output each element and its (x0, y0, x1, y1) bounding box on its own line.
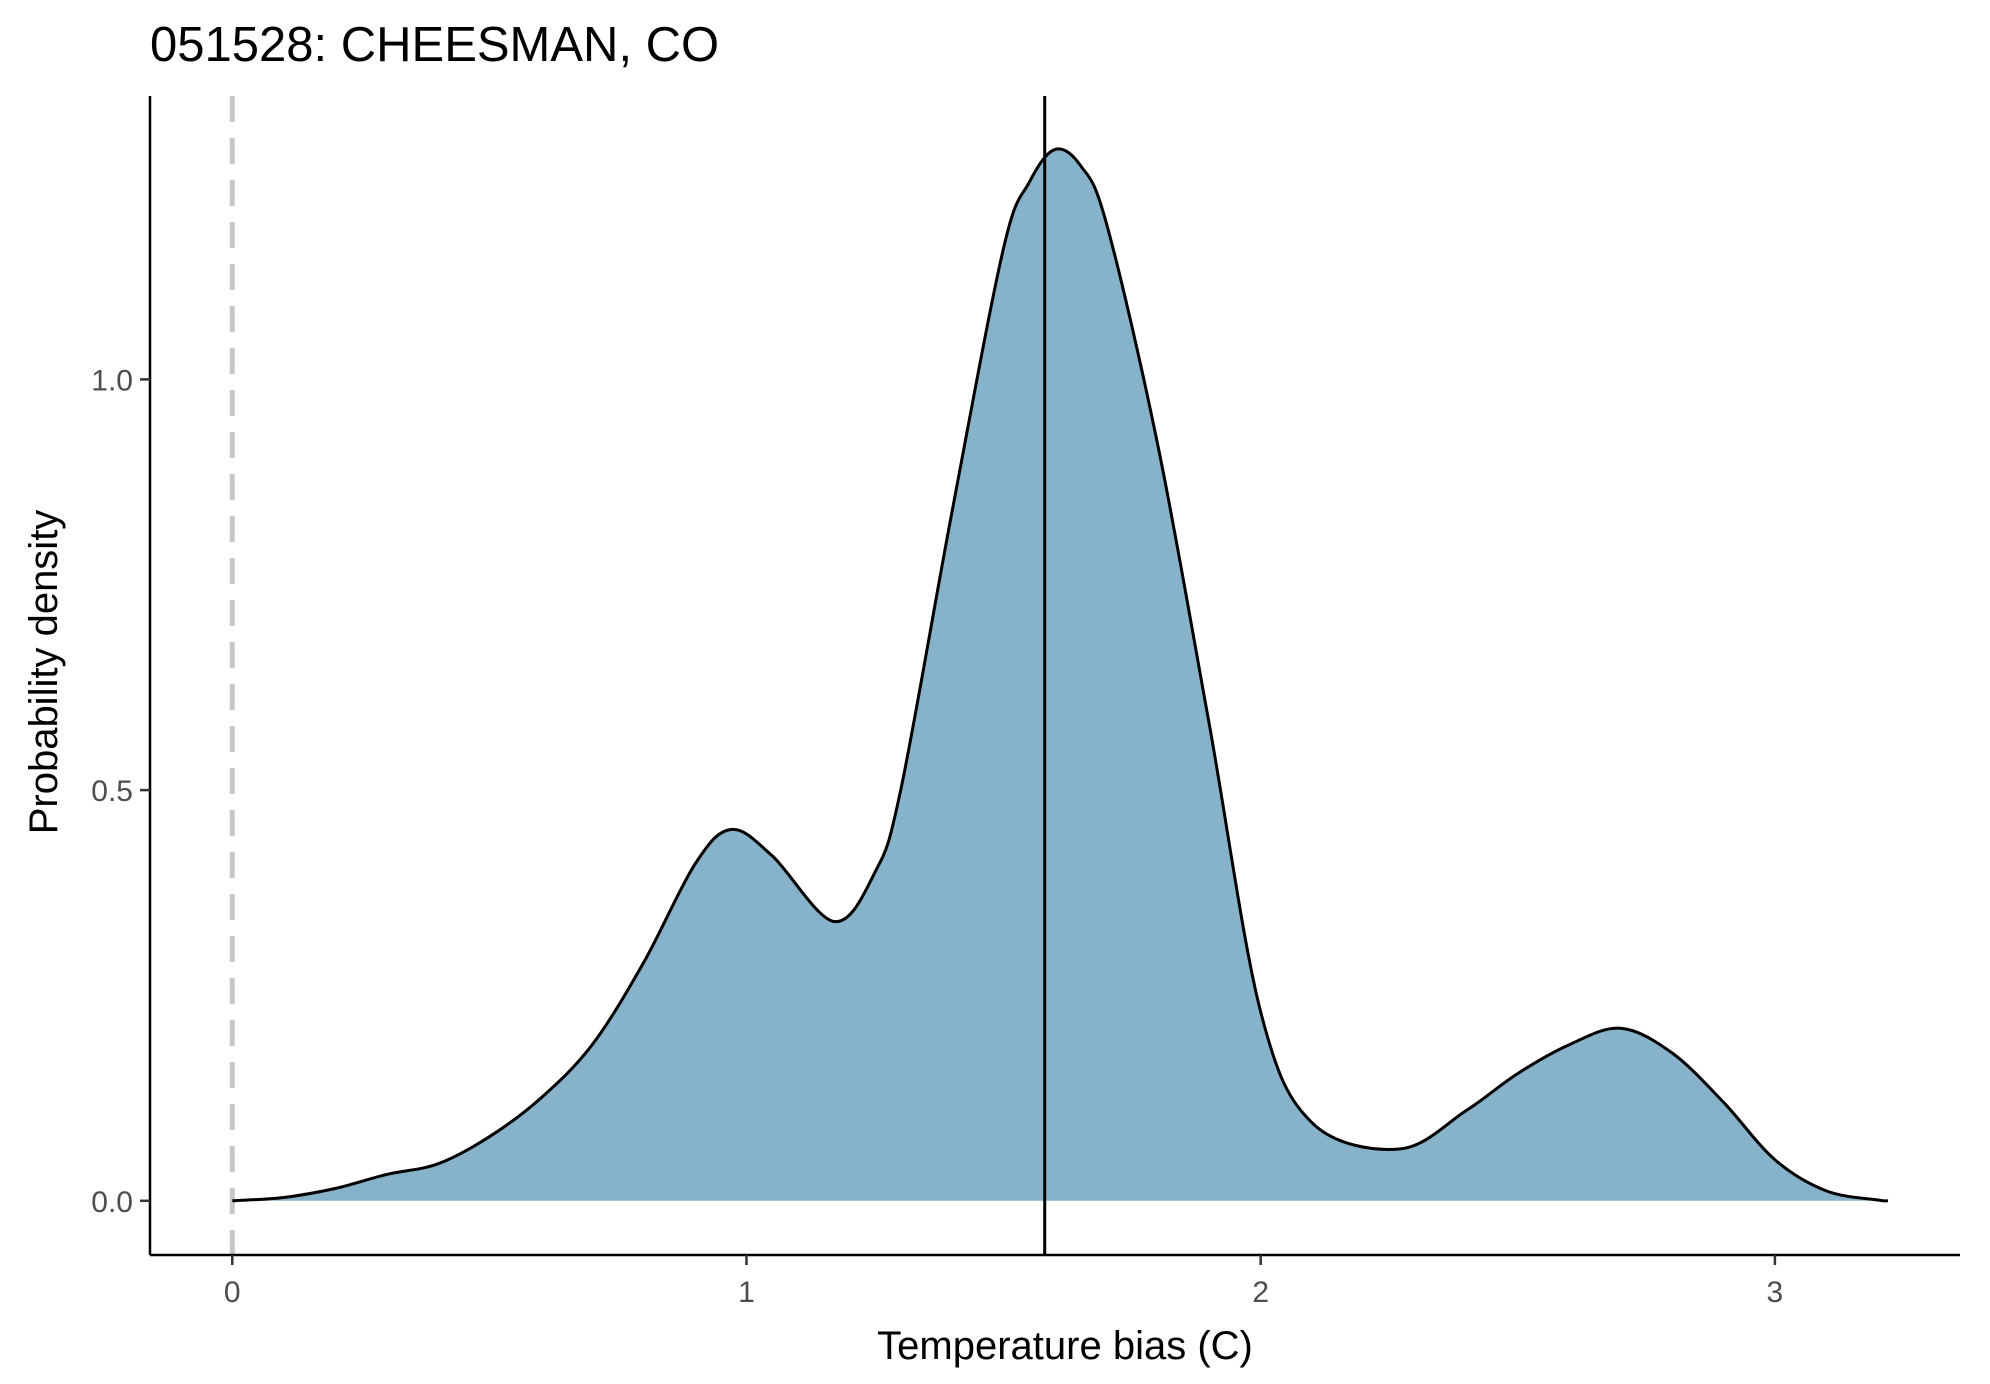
y-tick-label: 1.0 (91, 364, 133, 397)
y-tick-label: 0.5 (91, 775, 133, 808)
x-axis-ticks: 0 1 2 3 (224, 1255, 1783, 1309)
plot-area (229, 96, 1889, 1255)
density-curve (232, 147, 1889, 1203)
chart-title: 051528: CHEESMAN, CO (150, 18, 719, 72)
x-tick-label: 2 (1252, 1276, 1269, 1309)
x-tick-label: 1 (738, 1276, 755, 1309)
density-area (232, 148, 1888, 1201)
x-axis-title: Temperature bias (C) (877, 1324, 1253, 1368)
y-tick-label: 0.0 (91, 1186, 133, 1219)
y-axis-ticks: 0.0 0.5 1.0 (91, 364, 150, 1219)
x-tick-label: 3 (1767, 1276, 1784, 1309)
x-tick-label: 0 (224, 1276, 241, 1309)
y-axis-title: Probability density (22, 510, 66, 835)
